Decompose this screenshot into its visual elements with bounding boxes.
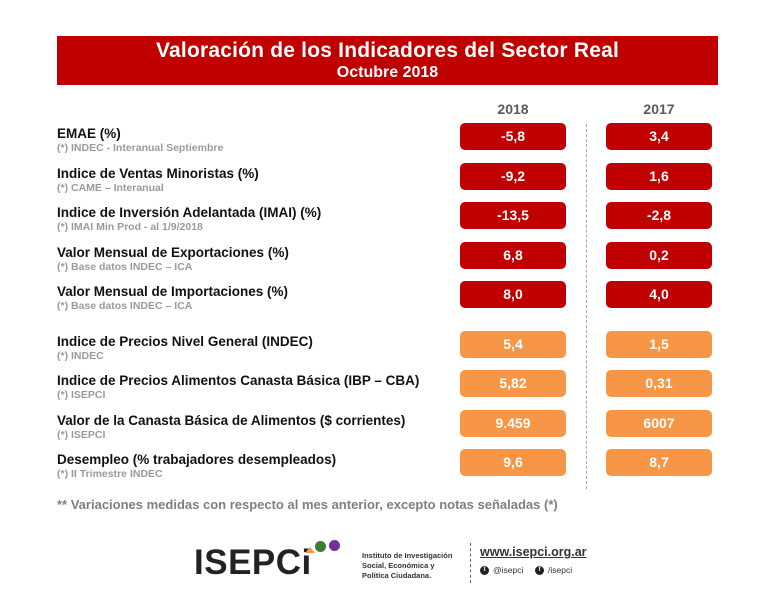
indicator-label: Desempleo (% trabajadores desempleados) bbox=[57, 452, 337, 467]
value-2017-box: 1,5 bbox=[606, 331, 712, 358]
twitter-link[interactable]: t @isepci bbox=[480, 565, 523, 575]
indicator-label: Valor Mensual de Importaciones (%) bbox=[57, 284, 289, 299]
indicator-row: Valor de la Canasta Básica de Alimentos … bbox=[57, 412, 447, 442]
facebook-icon: f bbox=[535, 565, 544, 575]
column-header-2017: 2017 bbox=[643, 101, 675, 117]
indicator-label: Indice de Precios Alimentos Canasta Bási… bbox=[57, 373, 420, 388]
twitter-icon: t bbox=[480, 565, 489, 575]
indicator-row: Desempleo (% trabajadores desempleados)(… bbox=[57, 451, 447, 481]
value-2017-box: -2,8 bbox=[606, 202, 712, 229]
indicator-source: (*) IMAI Min Prod - al 1/9/2018 bbox=[57, 221, 203, 233]
value-2018-box: -9,2 bbox=[460, 163, 566, 190]
page-subtitle: Octubre 2018 bbox=[336, 64, 439, 81]
indicator-source: (*) Base datos INDEC – ICA bbox=[57, 261, 193, 273]
indicator-label: Indice de Inversión Adelantada (IMAI) (%… bbox=[57, 205, 322, 220]
institute-line: Social, Económica y bbox=[362, 561, 435, 570]
page-title: Valoración de los Indicadores del Sector… bbox=[156, 39, 619, 62]
indicator-label: Indice de Ventas Minoristas (%) bbox=[57, 166, 259, 181]
value-2018-box: -5,8 bbox=[460, 123, 566, 150]
value-2018-box: 6,8 bbox=[460, 242, 566, 269]
indicator-row: Indice de Inversión Adelantada (IMAI) (%… bbox=[57, 204, 447, 234]
value-2018-box: 9.459 bbox=[460, 410, 566, 437]
indicator-label: EMAE (%) bbox=[57, 126, 121, 141]
facebook-link[interactable]: f /isepci bbox=[535, 565, 572, 575]
footnote: ** Variaciones medidas con respecto al m… bbox=[57, 497, 558, 512]
facebook-handle: /isepci bbox=[548, 565, 573, 575]
value-2017-box: 3,4 bbox=[606, 123, 712, 150]
website-link[interactable]: www.isepci.org.ar bbox=[480, 545, 587, 559]
indicator-row: Valor Mensual de Exportaciones (%) (*) Ba… bbox=[57, 244, 447, 274]
logo-triangle-icon bbox=[305, 547, 315, 553]
indicator-label: Valor de la Canasta Básica de Alimentos … bbox=[57, 413, 406, 428]
institute-line: Política Ciudadana. bbox=[362, 571, 432, 580]
value-2017-box: 1,6 bbox=[606, 163, 712, 190]
value-2018-box: -13,5 bbox=[460, 202, 566, 229]
indicator-source: (*) Base datos INDEC – ICA bbox=[57, 300, 193, 312]
indicator-row: EMAE (%) (*) INDEC - Interanual Septiembr… bbox=[57, 125, 447, 155]
value-2017-box: 6007 bbox=[606, 410, 712, 437]
value-2017-box: 0,2 bbox=[606, 242, 712, 269]
indicator-source: (*) II Trimestre INDEC bbox=[57, 468, 163, 480]
indicator-source: (*) ISEPCI bbox=[57, 389, 106, 401]
twitter-handle: @isepci bbox=[493, 565, 524, 575]
indicator-source: (*) INDEC bbox=[57, 350, 104, 362]
indicator-row: Indice de Precios Nivel General (INDEC)(… bbox=[57, 333, 447, 363]
institute-name: Instituto de Investigación Social, Econó… bbox=[362, 551, 452, 581]
footer-divider bbox=[470, 543, 471, 583]
value-2017-box: 8,7 bbox=[606, 449, 712, 476]
institute-line: Instituto de Investigación bbox=[362, 551, 453, 560]
title-banner: Valoración de los Indicadores del Sector… bbox=[57, 36, 718, 85]
value-2018-box: 5,82 bbox=[460, 370, 566, 397]
value-2017-box: 4,0 bbox=[606, 281, 712, 308]
logo-circle-icon bbox=[329, 540, 340, 551]
indicator-row: Indice de Precios Alimentos Canasta Bási… bbox=[57, 372, 447, 402]
value-2018-box: 8,0 bbox=[460, 281, 566, 308]
indicator-label: Valor Mensual de Exportaciones (%) bbox=[57, 245, 289, 260]
column-divider bbox=[586, 124, 587, 489]
value-2017-box: 0,31 bbox=[606, 370, 712, 397]
indicator-source: (*) ISEPCI bbox=[57, 429, 106, 441]
value-2018-box: 9,6 bbox=[460, 449, 566, 476]
logo-wordmark: ISEPCi bbox=[194, 543, 312, 582]
isepci-logo: ISEPCi bbox=[194, 540, 344, 584]
indicator-source: (*) CAME – Interanual bbox=[57, 182, 164, 194]
indicator-row: Valor Mensual de Importaciones (%) (*) Ba… bbox=[57, 283, 447, 313]
logo-arc-icon bbox=[315, 541, 326, 552]
indicator-label: Indice de Precios Nivel General (INDEC) bbox=[57, 334, 313, 349]
indicator-source: (*) INDEC - Interanual Septiembre bbox=[57, 142, 224, 154]
value-2018-box: 5,4 bbox=[460, 331, 566, 358]
indicator-row: Indice de Ventas Minoristas (%) (*) CAME … bbox=[57, 165, 447, 195]
column-header-2018: 2018 bbox=[497, 101, 529, 117]
